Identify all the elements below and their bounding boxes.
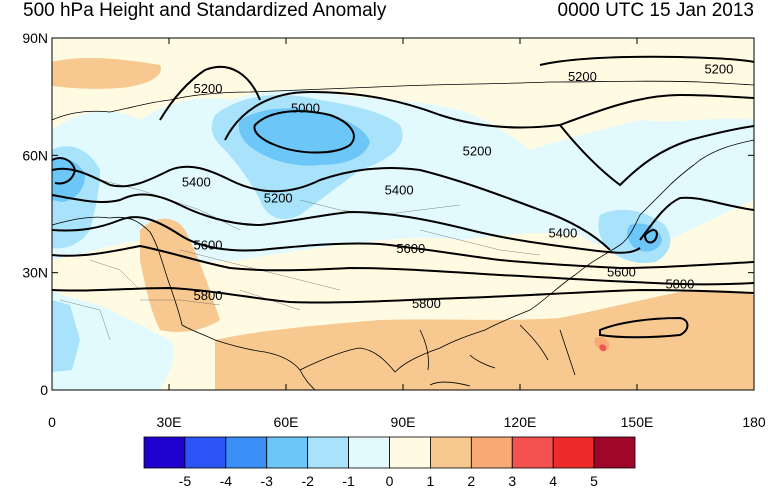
colorbar-swatch <box>470 436 513 469</box>
contour-label: 5400 <box>548 226 577 241</box>
colorbar-label: 4 <box>549 473 557 489</box>
colorbar-label: -5 <box>179 473 192 489</box>
lon-tick-label: 180 <box>742 414 766 430</box>
lon-tick-label: 90E <box>391 414 416 430</box>
lat-tick-label: 0 <box>40 382 48 398</box>
contour-label-text: 5600 <box>607 265 636 280</box>
contour-label: 5200 <box>463 143 492 158</box>
map-title: 500 hPa Height and Standardized Anomaly <box>23 0 387 21</box>
contour-label-text: 5200 <box>194 81 223 96</box>
colorbar-swatch <box>307 436 349 469</box>
contour-label-text: 5200 <box>704 61 733 76</box>
colorbar-swatch <box>348 436 390 469</box>
contour-label: 5600 <box>396 241 425 256</box>
contour-label: 5600 <box>194 237 223 252</box>
colorbar-label: -2 <box>301 473 314 489</box>
contour-label-text: 5200 <box>568 69 597 84</box>
contour-label: 5200 <box>568 69 597 84</box>
anomaly-light-blue-south <box>52 290 175 390</box>
contour-label: 5400 <box>182 175 211 190</box>
colorbar-swatch <box>430 436 472 469</box>
contour-label-text: 5600 <box>396 241 425 256</box>
contour-label-text: 5400 <box>548 226 577 241</box>
contour-label-text: 5200 <box>264 190 293 205</box>
contour-label: 5800 <box>412 296 441 311</box>
contour-label-text: 5400 <box>385 183 414 198</box>
contour-label-text: 5200 <box>463 143 492 158</box>
lon-tick-label: 120E <box>504 414 537 430</box>
contour-label-text: 5800 <box>412 296 441 311</box>
lat-tick-label: 60N <box>22 147 48 163</box>
lat-tick-label: 90N <box>22 30 48 46</box>
contour-label-text: 5800 <box>194 288 223 303</box>
anomaly-red-spot <box>599 344 607 352</box>
colorbar-label: 5 <box>590 473 598 489</box>
contour-label: 5200 <box>194 81 223 96</box>
lon-tick-label: 60E <box>274 414 299 430</box>
anomaly-orange-arctic <box>52 58 161 89</box>
lon-tick-label: 30E <box>157 414 182 430</box>
contour-label: 5000 <box>291 100 320 115</box>
colorbar: -5 -4 -3 -2 -1 0 1 2 3 4 5 <box>143 436 636 489</box>
colorbar-swatch <box>225 436 268 469</box>
contour-label-text: 5800 <box>665 276 694 291</box>
longitude-axis: 0 30E 60E 90E 120E 150E 180 <box>48 38 766 430</box>
colorbar-swatch <box>389 436 431 469</box>
contour-label: 5400 <box>385 183 414 198</box>
contour-label-text: 5400 <box>182 175 211 190</box>
colorbar-label: -3 <box>261 473 274 489</box>
colorbar-label: 1 <box>427 473 435 489</box>
contour-label: 5600 <box>607 265 636 280</box>
colorbar-swatch <box>266 436 309 469</box>
map-timestamp: 0000 UTC 15 Jan 2013 <box>557 0 754 21</box>
lat-tick-label: 30N <box>22 265 48 281</box>
anomaly-blue-africa <box>52 300 80 372</box>
anomaly-orange-arabia <box>140 218 220 332</box>
contour-labels: 5200 5000 5200 5400 5400 5200 5200 5200 5600 5600… <box>182 61 734 311</box>
colorbar-label: 2 <box>467 473 475 489</box>
lon-tick-label: 150E <box>621 414 654 430</box>
contour-label: 5800 <box>665 276 694 291</box>
colorbar-swatch <box>552 436 595 469</box>
colorbar-swatch <box>511 436 554 469</box>
colorbar-swatch <box>593 436 636 469</box>
colorbar-label: 0 <box>386 473 394 489</box>
contour-label-text: 5000 <box>291 100 320 115</box>
colorbar-label: -1 <box>342 473 355 489</box>
colorbar-swatch <box>184 436 227 469</box>
lon-tick-label: 0 <box>48 414 56 430</box>
anomaly-field: 5200 5000 5200 5400 5400 5200 5200 5200 5600 5600… <box>52 38 754 390</box>
contour-label: 5800 <box>194 288 223 303</box>
anomaly-orange-tropics <box>215 289 754 390</box>
contour-label: 5200 <box>264 190 293 205</box>
latitude-axis: 90N 60N 30N 0 <box>22 30 754 398</box>
colorbar-swatch <box>143 436 186 469</box>
colorbar-label: -4 <box>220 473 233 489</box>
contour-label-text: 5600 <box>194 237 223 252</box>
colorbar-label: 3 <box>508 473 516 489</box>
height-contours <box>52 55 754 339</box>
contour-label: 5200 <box>704 61 733 76</box>
